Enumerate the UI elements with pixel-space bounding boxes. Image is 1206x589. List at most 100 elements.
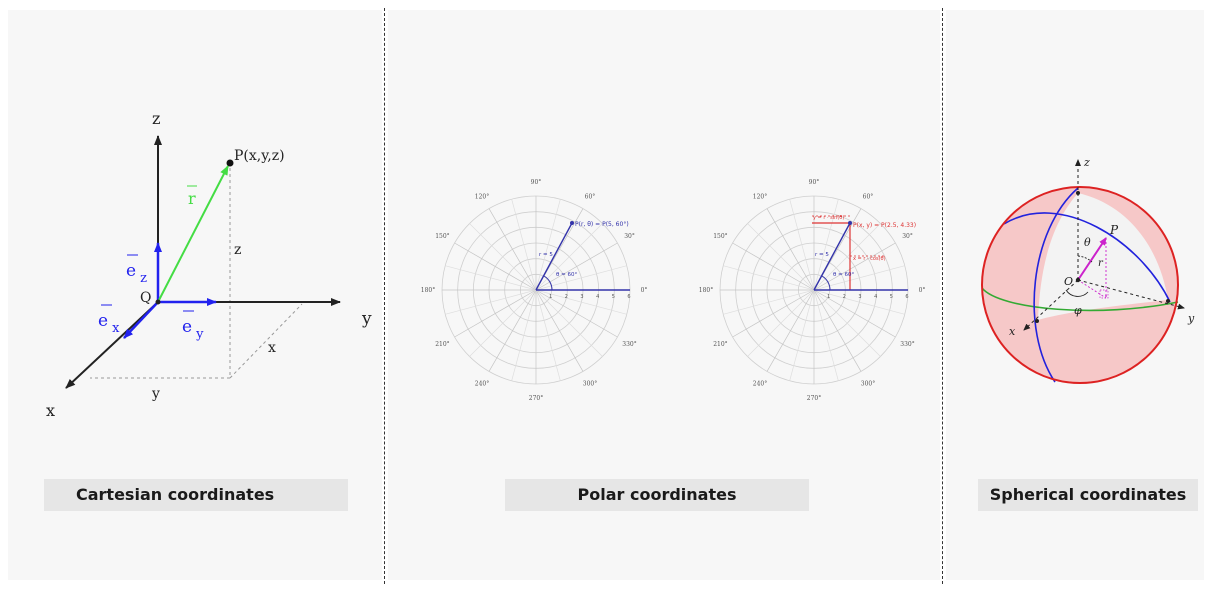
- sphere-right-angle: [1099, 289, 1109, 299]
- polar-right-angle-label: 120°: [753, 193, 767, 200]
- polar-left-spoke: [535, 242, 618, 291]
- polar-left-spoke: [535, 289, 561, 381]
- unit-z-main: e: [126, 261, 136, 281]
- sphere-meridian-2: [1003, 212, 1171, 303]
- polar-left-angle-label: 330°: [622, 341, 636, 348]
- polar-right-spoke: [747, 223, 815, 291]
- point-p-dot: [226, 159, 234, 167]
- vector-overbars: [101, 254, 194, 312]
- polar-right-spoke: [813, 242, 896, 291]
- polar-right-radius: [813, 222, 851, 291]
- polar-left-radius-label: 1: [549, 294, 552, 300]
- polar-right-angle-label: 300°: [861, 381, 875, 388]
- polar-left-radius-label: 6: [627, 294, 630, 300]
- polar-left-point-label: P(r, θ) = P(5, 60°): [575, 221, 629, 228]
- unit-y-main: e: [182, 317, 192, 337]
- y-axis-label: y: [361, 309, 372, 329]
- unit-z-sub: z: [140, 271, 147, 286]
- polar-left-angle-label: 240°: [475, 381, 489, 388]
- sphere-y-axis: [1077, 279, 1185, 310]
- polar-left-radius-label: 3: [580, 294, 583, 300]
- polar-right-r-label: r = 5: [815, 252, 829, 258]
- sphere-x-label: x: [1009, 325, 1016, 338]
- point-label: P(x,y,z): [234, 148, 285, 164]
- sphere-point-label: P: [1109, 223, 1119, 237]
- polar-right-spoke: [813, 289, 862, 372]
- polar-left-radius-label: 5: [612, 294, 615, 300]
- polar-right-angle-label: 210°: [713, 341, 727, 348]
- polar-left-spoke: [454, 289, 537, 338]
- unit-x-sub: x: [112, 321, 120, 336]
- sphere-y-label: y: [1187, 312, 1195, 325]
- caption-cartesian: Cartesian coordinates: [44, 479, 348, 511]
- polar-left-angle-label: 210°: [435, 341, 449, 348]
- caption-polar: Polar coordinates: [505, 479, 809, 511]
- polar-left-angle-label: 180°: [421, 287, 435, 294]
- polar-left-spoke: [535, 289, 618, 338]
- polar-right-angle-label: 180°: [699, 287, 713, 294]
- polar-left-r-label: r = 5: [539, 252, 553, 258]
- sphere-right-angle-dot: [1105, 295, 1107, 297]
- polar-left-angle-label: 0°: [641, 287, 648, 294]
- polar-left-spoke: [535, 199, 561, 291]
- sphere-proj-base: [1077, 279, 1107, 299]
- polar-right-angle-arc: [821, 275, 831, 291]
- sphere-theta-label: θ: [1084, 236, 1091, 249]
- divider-right: [942, 8, 943, 584]
- polar-left-spoke: [454, 242, 537, 291]
- polar-right-spoke: [732, 289, 815, 338]
- position-vector: [157, 165, 229, 303]
- origin-label: Q: [140, 290, 151, 306]
- polar-right-spoke: [813, 289, 905, 315]
- polar-left-radius-label: 2: [565, 294, 568, 300]
- polar-left-angle-label: 30°: [624, 233, 635, 240]
- polar-left-radius: [535, 222, 573, 291]
- polar-right-radius-label: 1: [827, 294, 830, 300]
- polar-right-angle-label: 330°: [900, 341, 914, 348]
- polar-left-spoke: [511, 289, 537, 381]
- polar-right-spoke: [766, 208, 815, 291]
- polar-right-spoke: [813, 289, 896, 338]
- polar-left-theta-label: θ = 60°: [556, 272, 577, 278]
- polar-right-x-label: x = r · cos(θ): [853, 256, 886, 262]
- polar-left-spoke: [488, 208, 537, 291]
- polar-right-angle-label: 270°: [807, 395, 821, 402]
- sphere-x-dot: [1035, 319, 1039, 323]
- sphere-z-label: z: [1083, 156, 1090, 169]
- sphere-phi-arc: [1065, 289, 1089, 297]
- polar-left-radius-label: 4: [596, 294, 599, 300]
- x-axis-label: x: [46, 401, 55, 420]
- polar-left-angle-label: 60°: [585, 193, 596, 200]
- polar-left-spoke: [445, 265, 537, 291]
- sphere-meridian-1: [1033, 187, 1079, 383]
- sphere-x-axis: [1023, 279, 1079, 331]
- polar-right-radius-label: 3: [858, 294, 861, 300]
- polar-left-spoke: [469, 223, 537, 291]
- polar-left-spoke: [445, 289, 537, 315]
- polar-right-theta-label: θ = 60°: [833, 272, 854, 278]
- projection-x-label: x: [268, 340, 276, 356]
- projection-lines: [90, 168, 303, 379]
- sphere-theta-arc: [1077, 255, 1093, 263]
- polar-right-radius-label: 6: [905, 294, 908, 300]
- sphere-outline: [981, 186, 1179, 384]
- polar-left-angle-label: 150°: [435, 233, 449, 240]
- polar-right-angle-label: 240°: [753, 381, 767, 388]
- polar-left-spoke: [469, 289, 537, 357]
- sphere-equator: [981, 287, 1179, 312]
- z-axis-label: z: [152, 109, 160, 128]
- sphere-y-dot: [1166, 299, 1170, 303]
- polar-right-radius-label: 4: [874, 294, 877, 300]
- sphere-origin-dot: [1075, 277, 1081, 283]
- polar-right-spoke: [813, 199, 839, 291]
- sphere-phi-label: φ: [1074, 304, 1082, 317]
- polar-left-angle-label: 120°: [475, 193, 489, 200]
- unit-vector-x: [123, 301, 159, 339]
- polar-right-radius-label: 2: [843, 294, 846, 300]
